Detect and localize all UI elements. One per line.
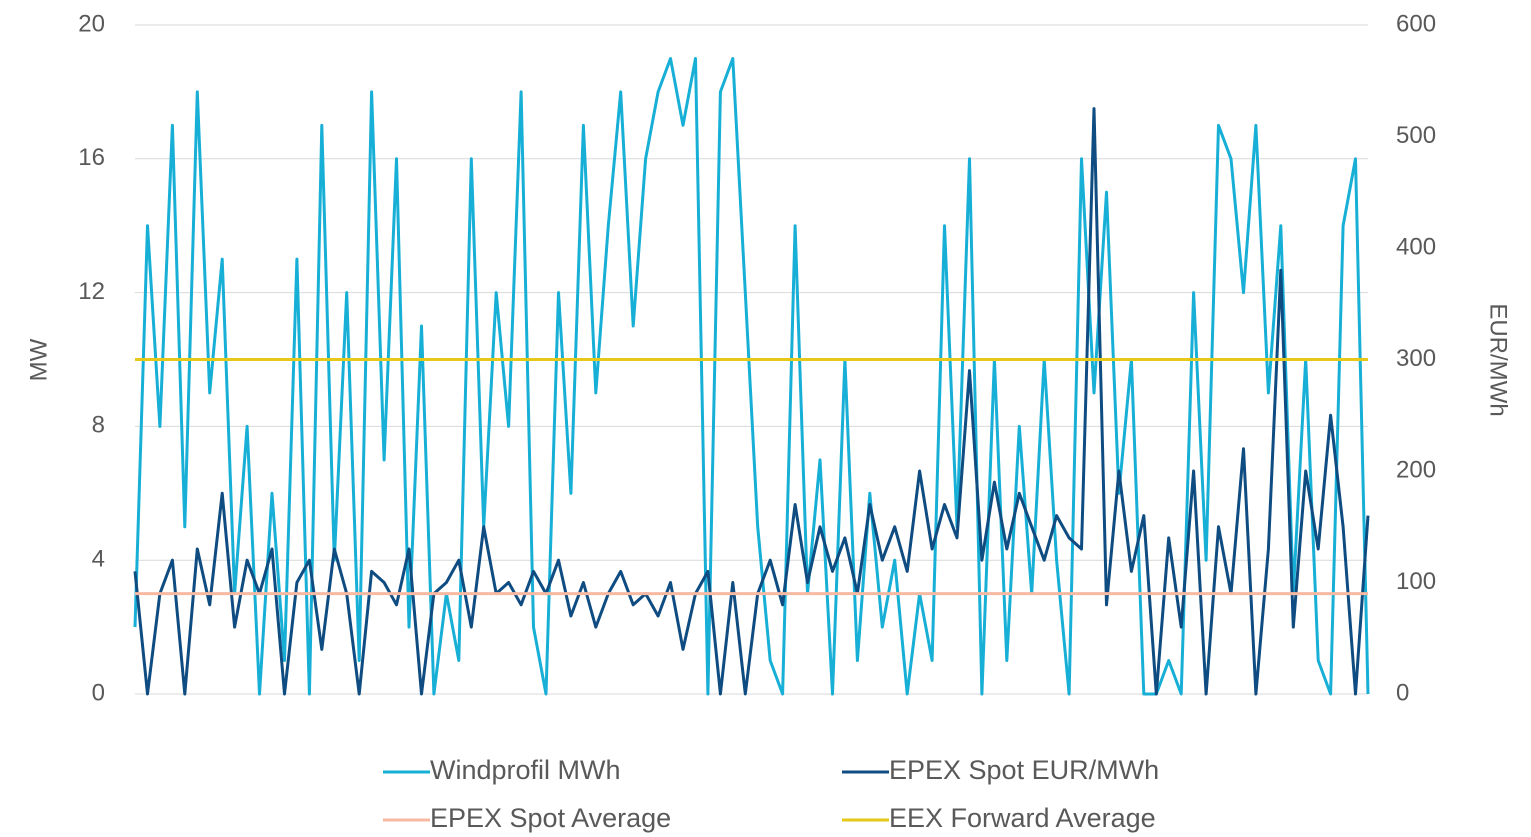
y2-tick-label: 600: [1396, 10, 1436, 37]
y-tick-label: 16: [78, 144, 105, 171]
y2-tick-label: 400: [1396, 233, 1436, 260]
y-tick-label: 0: [92, 679, 105, 706]
y2-tick-label: 200: [1396, 456, 1436, 483]
y-axis-title: MW: [25, 338, 52, 381]
y2-tick-label: 500: [1396, 122, 1436, 149]
y2-tick-label: 100: [1396, 568, 1436, 595]
legend-label: EPEX Spot Average: [430, 803, 671, 833]
y2-tick-label: 300: [1396, 345, 1436, 372]
legend-label: Windprofil MWh: [430, 755, 621, 785]
legend-label: EEX Forward Average: [889, 803, 1156, 833]
line-series: [133, 57, 1370, 696]
y2-axis-title: EUR/MWh: [1485, 303, 1512, 416]
y-tick-label: 12: [78, 278, 105, 305]
y2-tick-label: 0: [1396, 679, 1409, 706]
y-tick-label: 8: [92, 412, 105, 439]
legend-label: EPEX Spot EUR/MWh: [889, 755, 1159, 785]
y-tick-label: 20: [78, 10, 105, 37]
y-tick-label: 4: [92, 546, 105, 573]
line-series: [133, 107, 1370, 696]
